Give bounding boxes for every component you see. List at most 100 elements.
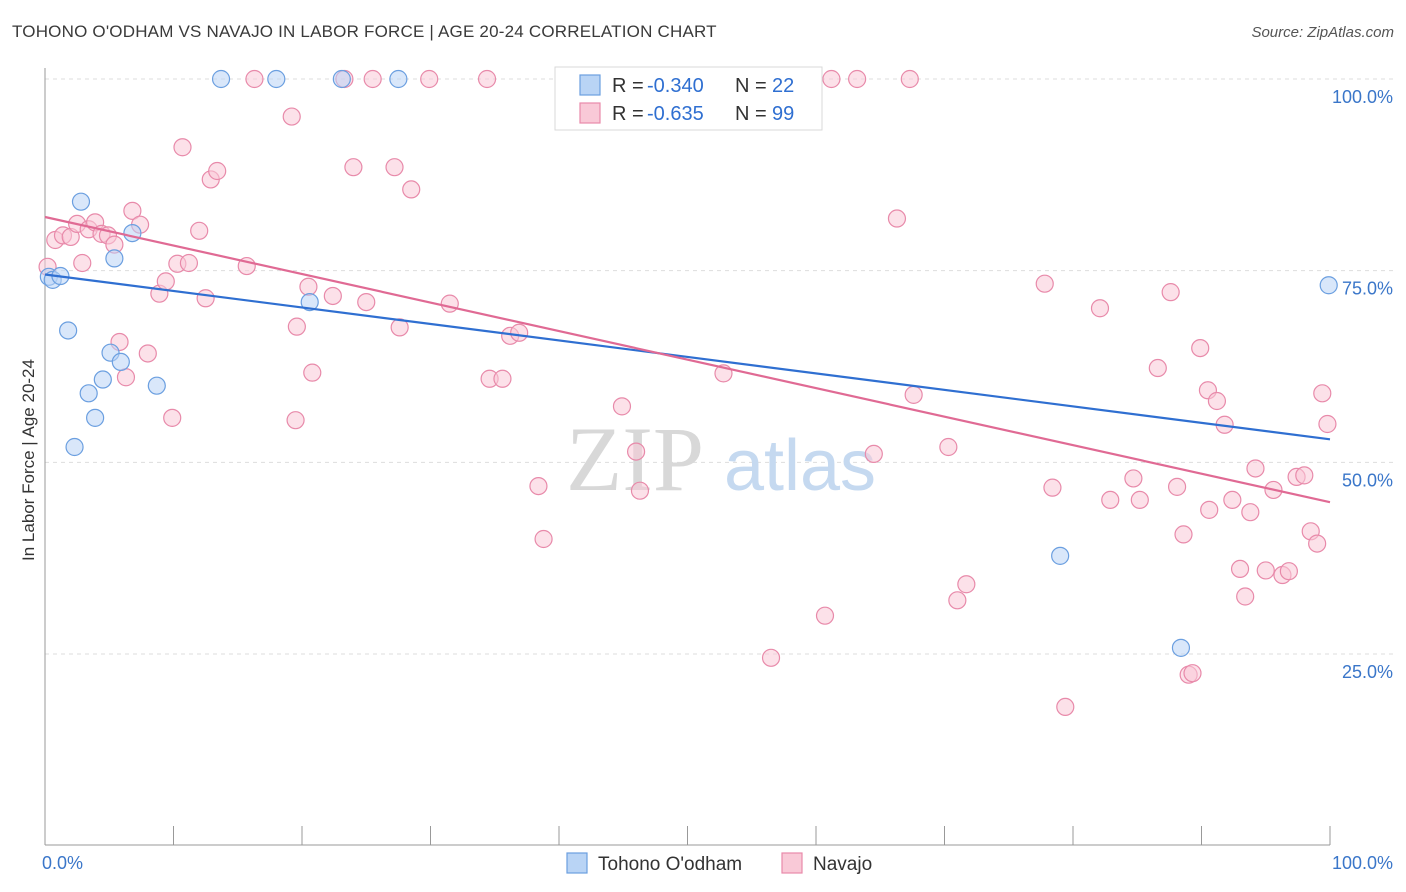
tohono-points — [39, 69, 1338, 657]
y-tick-label-1: 75.0% — [1342, 279, 1393, 299]
tohono-point-21 — [1319, 276, 1338, 295]
source-credit: Source: ZipAtlas.com — [1251, 24, 1394, 41]
navajo-point-56 — [815, 606, 835, 625]
navajo-point-49 — [534, 529, 553, 549]
legend-r-label-0: R = — [612, 75, 644, 97]
navajo-point-41 — [420, 69, 439, 89]
navajo-point-61 — [900, 69, 919, 89]
navajo-point-98 — [1318, 414, 1337, 434]
navajo-point-66 — [1035, 274, 1054, 293]
navajo-point-71 — [1124, 469, 1143, 488]
navajo-point-43 — [477, 69, 497, 89]
navajo-point-21 — [179, 253, 199, 273]
navajo-point-23 — [196, 289, 215, 308]
navajo-point-29 — [286, 411, 305, 430]
navajo-point-15 — [138, 344, 157, 363]
navajo-point-30 — [287, 317, 306, 336]
navajo-point-37 — [363, 69, 382, 89]
navajo-point-65 — [957, 575, 976, 594]
tohono-point-4 — [65, 437, 84, 457]
legend-r-value-1: -0.635 — [647, 103, 704, 125]
navajo-point-12 — [116, 368, 136, 387]
legend-bottom-label-tohono: Tohono O'odham — [598, 854, 742, 875]
tohono-point-3 — [59, 321, 78, 340]
legend-r-value-0: -0.340 — [647, 75, 704, 97]
legend-swatch-navajo — [579, 102, 601, 124]
navajo-point-45 — [493, 369, 512, 388]
navajo-point-81 — [1200, 500, 1219, 519]
tohono-point-13 — [147, 376, 166, 395]
trend-lines — [44, 215, 1331, 504]
navajo-point-48 — [529, 477, 548, 496]
tohono-point-15 — [267, 69, 286, 89]
navajo-point-94 — [1295, 466, 1314, 485]
navajo-point-57 — [822, 69, 841, 89]
navajo-point-33 — [323, 286, 342, 306]
navajo-point-97 — [1313, 384, 1332, 403]
tohono-point-10 — [105, 249, 124, 268]
legend-bottom-label-navajo: Navajo — [813, 854, 872, 875]
navajo-point-25 — [208, 161, 227, 181]
navajo-point-82 — [1207, 391, 1227, 411]
navajo-trend-line — [44, 215, 1331, 504]
legend-n-value-0: 22 — [772, 75, 794, 97]
navajo-point-68 — [1056, 697, 1075, 717]
navajo-point-20 — [173, 138, 192, 157]
legend-n-label-1: N = — [735, 103, 767, 125]
navajo-point-55 — [761, 648, 781, 667]
navajo-point-92 — [1279, 562, 1298, 581]
navajo-point-52 — [630, 481, 650, 500]
navajo-point-13 — [123, 201, 142, 220]
tohono-point-7 — [86, 408, 105, 427]
navajo-point-89 — [1256, 561, 1275, 580]
watermark-atlas: atlas — [724, 426, 876, 506]
navajo-point-50 — [612, 397, 632, 416]
navajo-point-84 — [1223, 490, 1242, 509]
navajo-point-28 — [282, 107, 301, 126]
navajo-point-72 — [1130, 490, 1149, 509]
navajo-point-42 — [440, 294, 459, 313]
tohono-point-6 — [79, 384, 98, 403]
series-legend: Tohono O'odham Navajo — [566, 852, 872, 875]
navajo-point-60 — [887, 209, 907, 228]
y-tick-label-0: 100.0% — [1332, 87, 1393, 107]
navajo-point-51 — [626, 442, 646, 461]
legend-n-label-0: N = — [735, 75, 767, 97]
tohono-point-16 — [300, 293, 319, 312]
tohono-point-12 — [123, 224, 142, 243]
navajo-point-86 — [1236, 587, 1255, 606]
navajo-point-67 — [1043, 478, 1062, 497]
navajo-points — [38, 69, 1337, 717]
navajo-point-79 — [1191, 339, 1210, 358]
navajo-point-31 — [299, 277, 318, 296]
tohono-trend-line — [44, 273, 1331, 441]
navajo-point-70 — [1101, 490, 1120, 509]
watermark: ZIP atlas — [566, 408, 876, 510]
navajo-point-74 — [1161, 283, 1180, 302]
navajo-point-18 — [163, 408, 182, 427]
tohono-point-20 — [1171, 638, 1191, 657]
navajo-point-73 — [1148, 358, 1167, 378]
navajo-point-40 — [402, 180, 421, 199]
tohono-point-8 — [93, 370, 112, 389]
y-axis-title: In Labor Force | Age 20-24 — [19, 359, 38, 561]
legend-swatch-tohono — [579, 74, 601, 96]
legend-n-value-1: 99 — [772, 103, 794, 125]
tohono-point-5 — [71, 192, 91, 211]
tohono-point-14 — [211, 69, 231, 89]
x-tick-labels: 0.0% 100.0% — [42, 853, 1393, 873]
tohono-point-11 — [111, 352, 130, 371]
navajo-point-85 — [1230, 559, 1250, 579]
x-tick-label-0: 0.0% — [42, 853, 83, 873]
navajo-point-78 — [1183, 664, 1202, 683]
correlation-legend: R = -0.340 N = 22 R = -0.635 N = 99 — [554, 66, 823, 131]
legend-bottom-swatch-tohono — [566, 852, 588, 874]
navajo-point-62 — [904, 385, 923, 404]
chart-title: TOHONO O'ODHAM VS NAVAJO IN LABOR FORCE … — [12, 22, 717, 41]
navajo-point-59 — [864, 444, 883, 463]
navajo-point-69 — [1090, 299, 1110, 318]
x-tick-label-1: 100.0% — [1332, 853, 1393, 873]
navajo-point-36 — [357, 293, 376, 312]
navajo-point-27 — [245, 69, 264, 89]
